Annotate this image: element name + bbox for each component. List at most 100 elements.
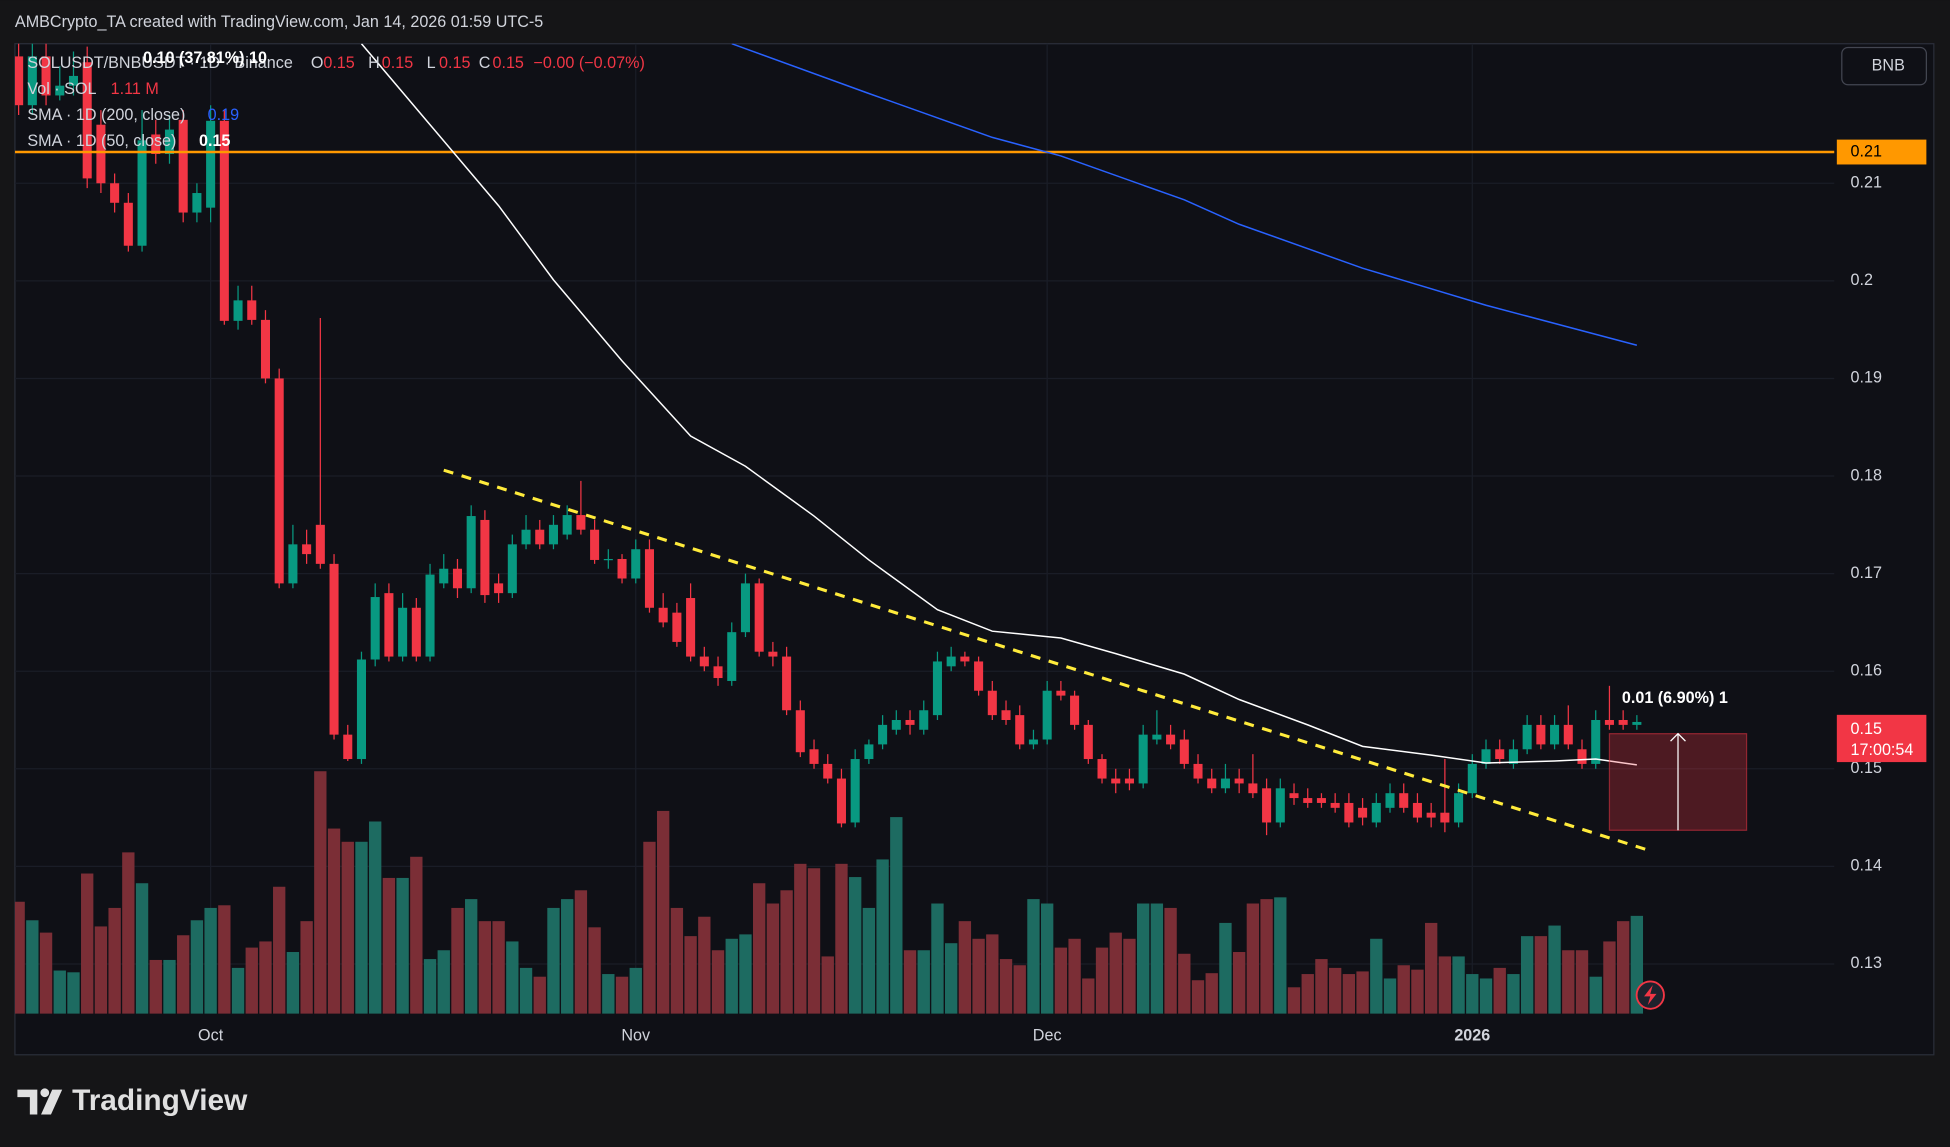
- y-tick-label: 0.16: [1851, 661, 1882, 679]
- candle-body: [288, 544, 298, 584]
- candle-body: [1632, 721, 1642, 725]
- volume-bar: [135, 883, 149, 1014]
- measure-label: 0.01 (6.90%) 1: [1622, 689, 1728, 707]
- candle-body: [1577, 749, 1587, 764]
- y-tick-label: 0.13: [1851, 954, 1882, 972]
- volume-bar: [1383, 978, 1397, 1014]
- candle-body: [617, 558, 627, 579]
- legend-symbol: SOLUSDT/BNBUSDT · 1D · Binance: [27, 54, 292, 72]
- volume-bar: [1082, 978, 1095, 1014]
- measure-arrowhead: [1670, 732, 1686, 742]
- candle-body: [1344, 802, 1354, 823]
- volume-bar: [1589, 976, 1602, 1014]
- candle-body: [1522, 724, 1532, 750]
- candle-body: [192, 193, 202, 213]
- candle-body: [123, 202, 133, 246]
- candle-body: [836, 778, 846, 824]
- volume-bar: [643, 841, 656, 1014]
- candle-body: [137, 140, 147, 246]
- volume-bar: [1603, 941, 1616, 1014]
- volume-bar: [1068, 938, 1081, 1014]
- x-tick-label: 2026: [1454, 1026, 1490, 1044]
- candle-body: [466, 516, 476, 589]
- volume-bar: [437, 950, 450, 1014]
- volume-bar: [876, 859, 889, 1014]
- volume-bar: [1397, 965, 1410, 1014]
- candle-body: [1467, 763, 1477, 794]
- candle-body: [1070, 695, 1080, 725]
- button-label[interactable]: BNB: [1872, 56, 1905, 74]
- candle-body: [452, 568, 462, 589]
- volume-bar: [465, 899, 478, 1014]
- candle-body: [68, 75, 79, 86]
- candle-body: [151, 134, 161, 154]
- y-tick-label: 0.2: [1851, 271, 1873, 289]
- logo-mark: [17, 1088, 63, 1115]
- candle-body: [302, 544, 312, 555]
- candle-body: [987, 690, 997, 716]
- candle-body: [672, 612, 682, 642]
- candle-body: [247, 300, 257, 320]
- candle-body: [1316, 798, 1326, 803]
- candle-body: [905, 720, 915, 725]
- candle-body: [398, 607, 408, 657]
- candle-body: [891, 720, 901, 730]
- candle-body: [96, 124, 106, 184]
- candle-body: [1358, 807, 1368, 818]
- volume-bar: [382, 877, 396, 1014]
- candle-body: [1563, 724, 1573, 745]
- candle-body: [425, 574, 435, 657]
- candle-body: [590, 529, 600, 560]
- candle-body: [1207, 778, 1217, 789]
- candle-body: [206, 120, 216, 208]
- volume-bar: [1178, 953, 1191, 1014]
- candle-body: [507, 544, 517, 594]
- volume-bar: [1095, 947, 1109, 1014]
- candle-body: [699, 656, 709, 667]
- candle-body: [14, 56, 24, 106]
- volume-bar: [835, 863, 848, 1014]
- volume-bar: [533, 976, 546, 1014]
- candle-body: [1234, 778, 1244, 784]
- candle-body: [1042, 690, 1052, 740]
- volume-bar: [81, 873, 94, 1014]
- volume-bar: [698, 916, 711, 1014]
- candle-body: [1028, 739, 1038, 745]
- volume-bar: [369, 821, 382, 1014]
- volume-bar: [1205, 973, 1218, 1014]
- volume-bar: [780, 890, 793, 1014]
- volume-bar: [108, 907, 121, 1014]
- volume-bar: [1164, 907, 1177, 1014]
- legend-overlay: 0.10 (37.81%) 10: [143, 49, 267, 67]
- candle-body: [1536, 724, 1546, 745]
- volume-bar: [259, 941, 272, 1014]
- x-tick-label: Nov: [621, 1026, 651, 1044]
- volume-bar: [807, 868, 821, 1014]
- candle-body: [411, 607, 421, 657]
- volume-bar: [588, 927, 601, 1014]
- button-frame[interactable]: [1841, 46, 1927, 86]
- volume-bar: [1274, 897, 1287, 1014]
- volume-bar: [1493, 967, 1506, 1014]
- volume-bar: [1027, 899, 1040, 1014]
- volume-bar: [14, 901, 25, 1014]
- volume-bar: [1575, 950, 1589, 1014]
- volume-bar: [149, 959, 162, 1014]
- axes: 0.13 0.14 0.15 0.16 0.17 0.18 0.19 0.2 0.21 Oct No…: [198, 139, 1927, 1044]
- candle-body: [260, 319, 271, 379]
- symbol-button[interactable]: BNB: [1841, 46, 1927, 86]
- volume-bar: [423, 959, 437, 1014]
- ohlc-value: 0.15: [492, 54, 523, 72]
- volume-bar: [821, 956, 834, 1014]
- candle-body: [1495, 749, 1505, 760]
- volume-bar: [753, 883, 766, 1014]
- volume-bar: [1013, 965, 1026, 1014]
- volume-bar: [1136, 903, 1150, 1014]
- candle-body: [686, 598, 696, 657]
- candle-body: [178, 119, 188, 213]
- volume-bar: [1548, 925, 1561, 1014]
- volume-bar: [1520, 936, 1534, 1014]
- alert-icon[interactable]: [1635, 980, 1665, 1010]
- candle-body: [946, 656, 956, 667]
- candle-body: [754, 583, 764, 652]
